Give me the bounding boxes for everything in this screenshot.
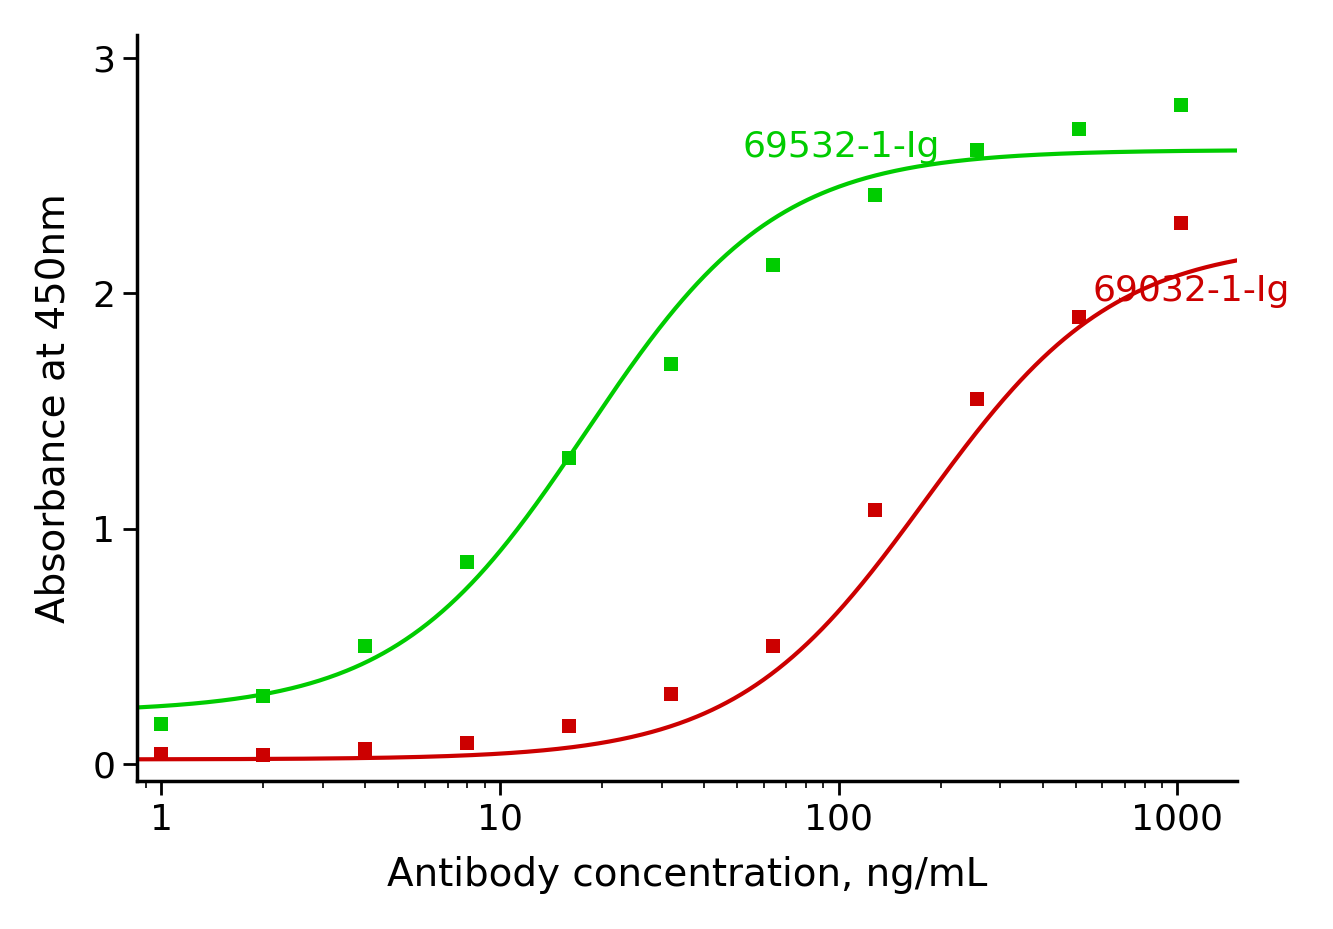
- Point: [1068, 122, 1089, 137]
- Point: [456, 555, 477, 569]
- Point: [151, 746, 172, 761]
- Point: [1170, 98, 1192, 112]
- Point: [660, 687, 681, 701]
- Text: 69532-1-Ig: 69532-1-Ig: [742, 130, 940, 164]
- Y-axis label: Absorbance at 450nm: Absorbance at 450nm: [35, 193, 73, 622]
- Point: [966, 142, 988, 157]
- Point: [151, 717, 172, 732]
- Point: [252, 688, 273, 703]
- Point: [456, 736, 477, 751]
- Point: [559, 451, 580, 465]
- Point: [864, 188, 885, 203]
- Point: [762, 639, 784, 654]
- Point: [559, 719, 580, 734]
- Point: [355, 741, 376, 756]
- X-axis label: Antibody concentration, ng/mL: Antibody concentration, ng/mL: [387, 857, 988, 895]
- Point: [1170, 216, 1192, 230]
- Point: [762, 258, 784, 273]
- Point: [1068, 309, 1089, 324]
- Point: [355, 639, 376, 654]
- Point: [864, 503, 885, 517]
- Text: 69032-1-Ig: 69032-1-Ig: [1092, 274, 1289, 307]
- Point: [660, 357, 681, 372]
- Point: [252, 747, 273, 762]
- Point: [966, 392, 988, 407]
